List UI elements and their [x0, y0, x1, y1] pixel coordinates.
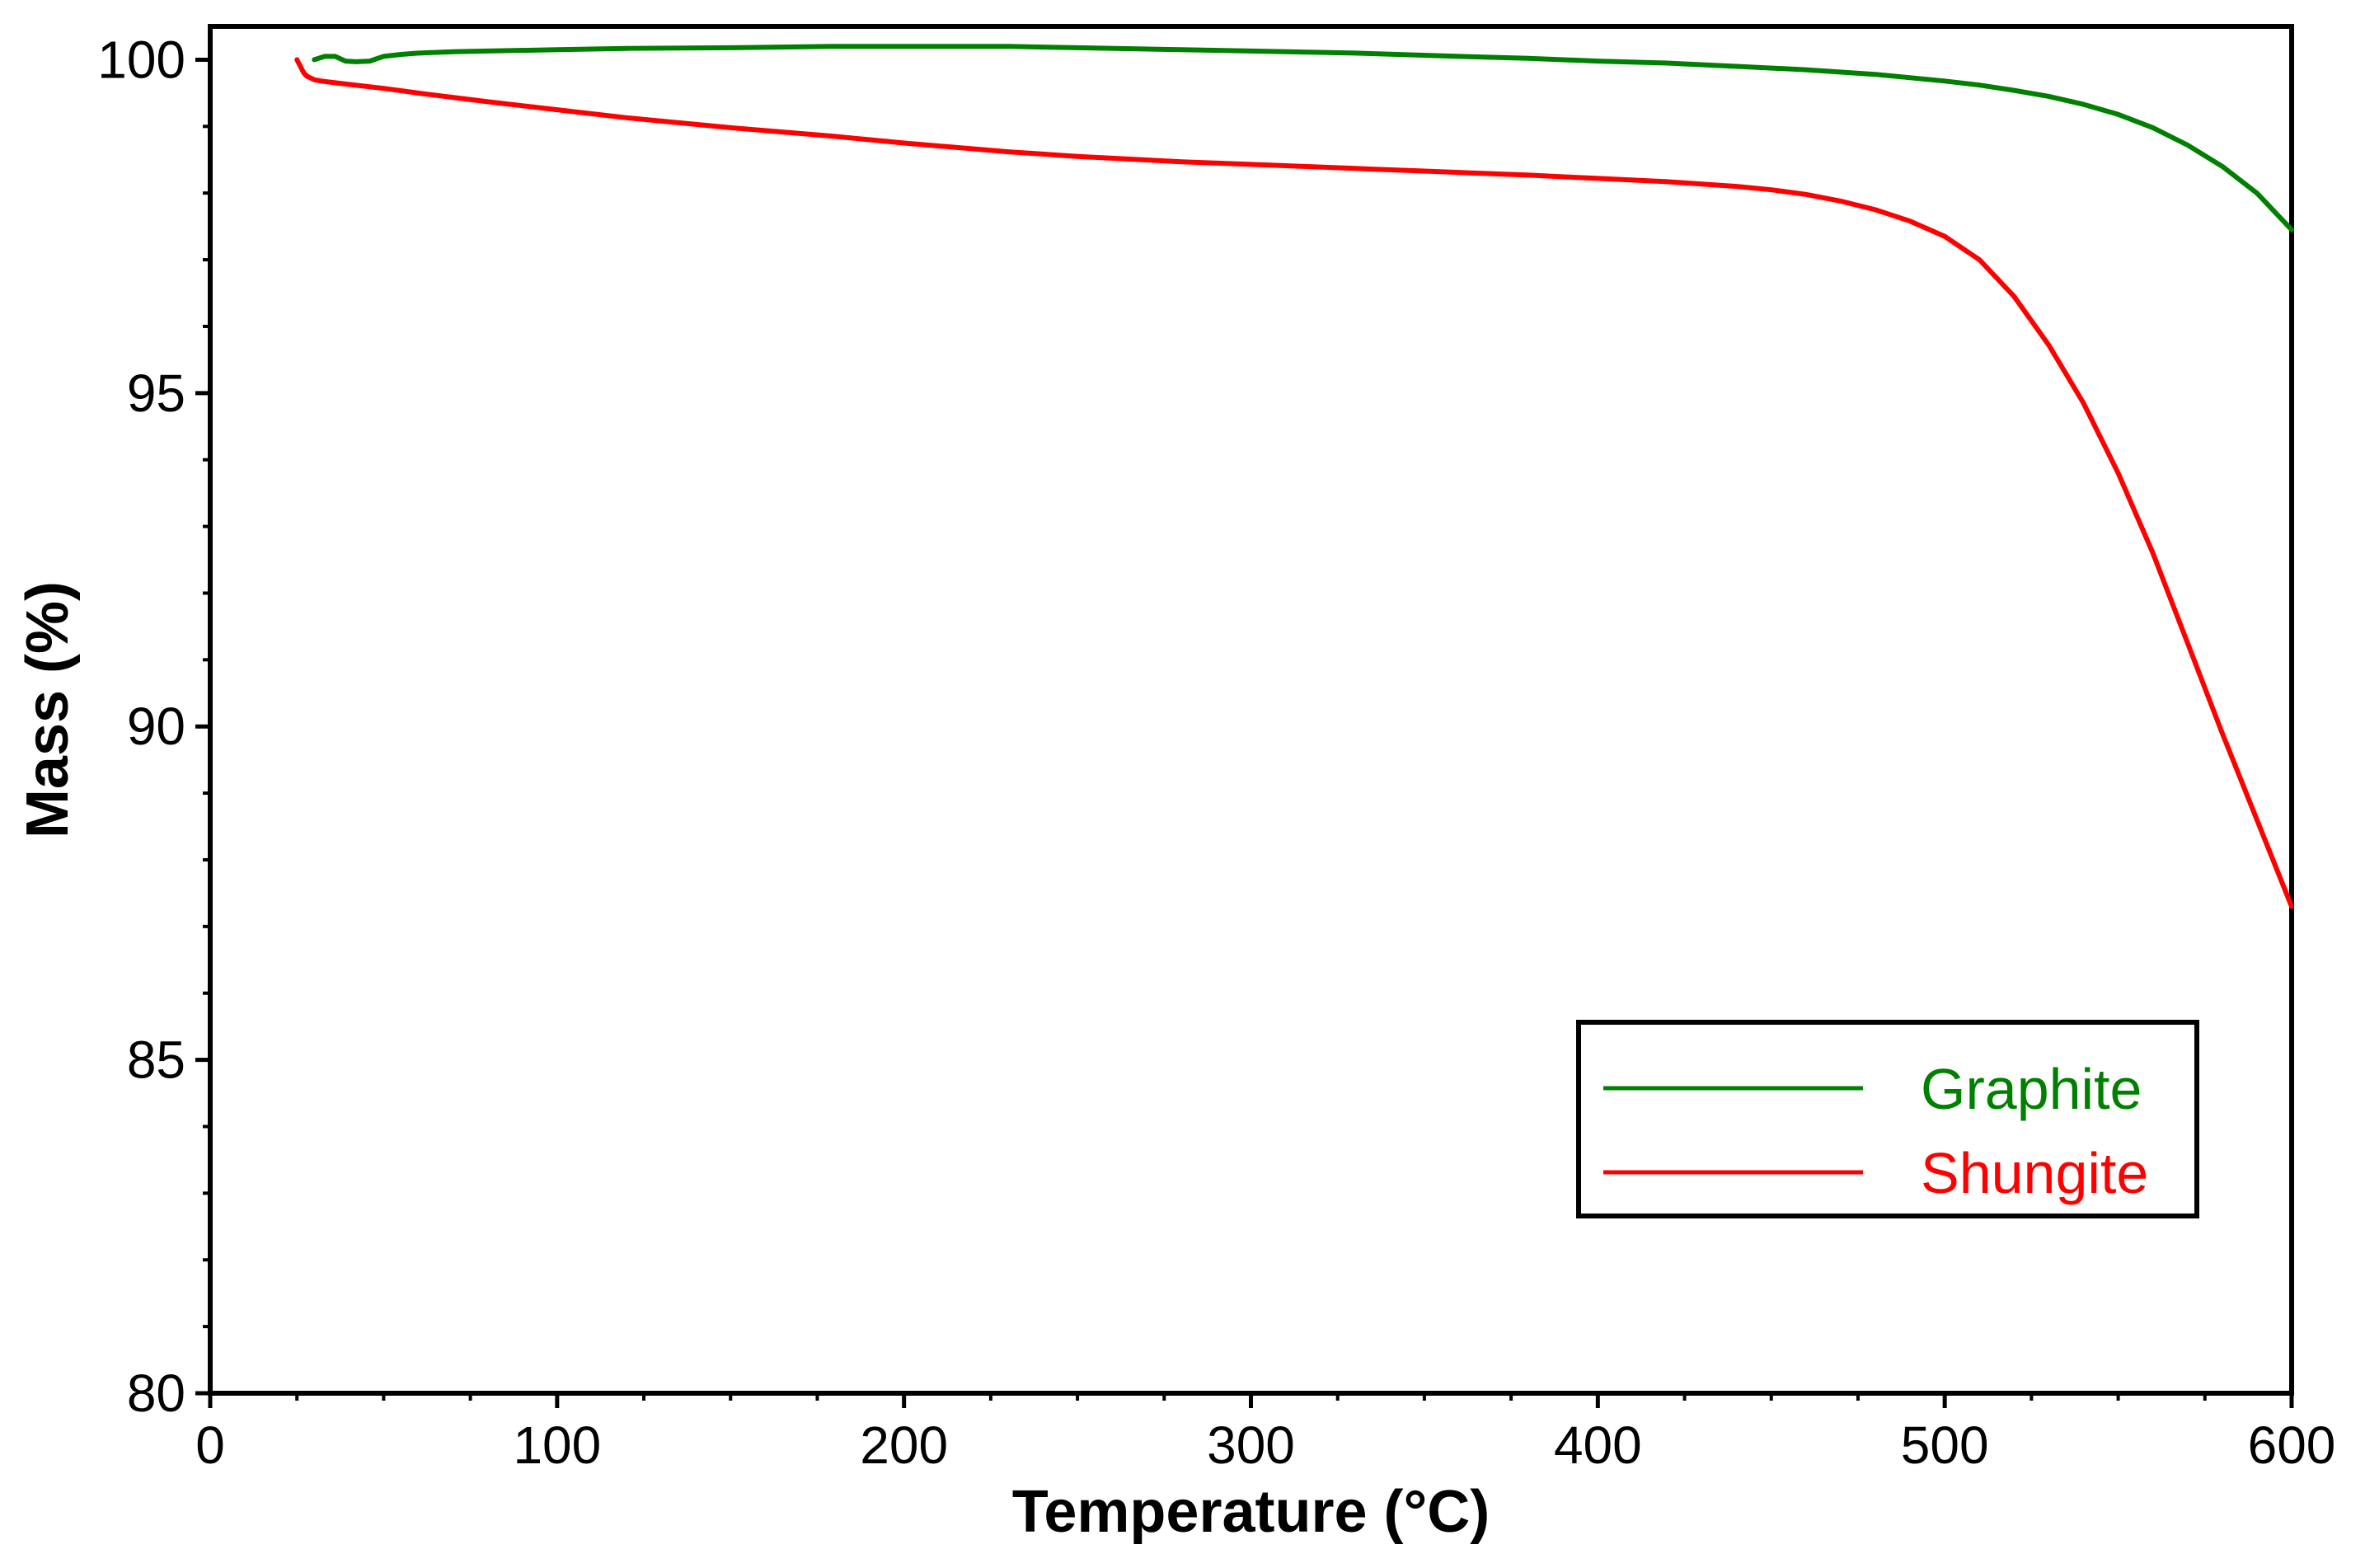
series-line-graphite	[312, 44, 2294, 232]
x-tick-label: 400	[1554, 1415, 1642, 1475]
y-tick-label: 90	[127, 697, 185, 756]
y-tick-label: 85	[127, 1030, 185, 1090]
x-tick-label: 500	[1901, 1415, 1989, 1475]
series-line-shungite	[294, 57, 2294, 909]
y-tick-label: 80	[127, 1364, 185, 1423]
axes-layer: 0 100 200 300 400 500 600 80 85 90 95 100	[97, 24, 2336, 1475]
legend-label-graphite: Graphite	[1921, 1057, 2142, 1121]
legend-box	[1576, 1020, 2199, 1218]
series-layer	[294, 44, 2294, 909]
x-tick-label: 300	[1207, 1415, 1295, 1475]
x-axis-title: Temperature (°C)	[1012, 1479, 1490, 1545]
x-tick-label: 600	[2248, 1415, 2336, 1475]
legend: Graphite Shungite	[1576, 1020, 2199, 1218]
y-tick-label: 100	[97, 30, 185, 89]
x-tick-label: 200	[860, 1415, 948, 1475]
x-tick-label: 100	[513, 1415, 601, 1475]
legend-label-shungite: Shungite	[1921, 1141, 2148, 1205]
y-tick-label: 95	[127, 364, 185, 423]
x-tick-label: 0	[195, 1415, 225, 1475]
y-axis-title: Mass (%)	[15, 581, 81, 838]
axis-titles: Temperature (°C) Mass (%)	[15, 581, 1490, 1545]
